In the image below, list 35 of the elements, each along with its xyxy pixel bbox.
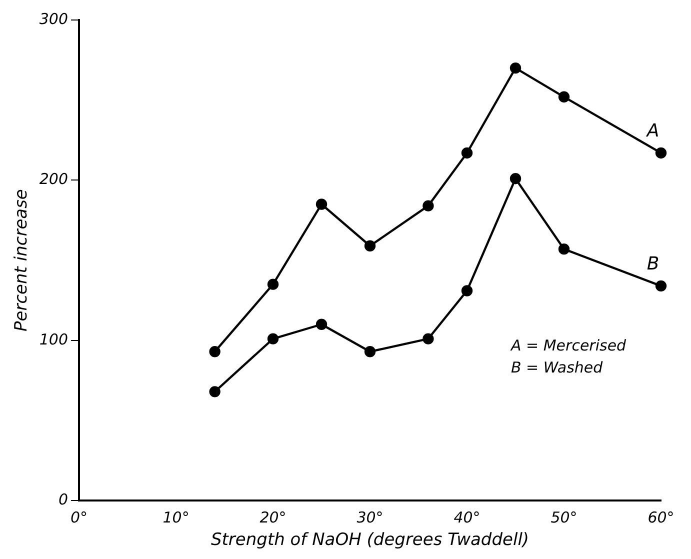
point <box>316 198 328 210</box>
point <box>655 147 667 159</box>
y-tick-label: 200 <box>39 170 68 188</box>
point <box>209 386 220 398</box>
y-tick-label: 300 <box>39 10 68 28</box>
point <box>558 91 570 102</box>
x-tick-label: 30° <box>356 508 384 526</box>
point <box>422 333 434 344</box>
x-tick-label: 10° <box>162 508 190 526</box>
point <box>655 280 667 292</box>
point <box>510 173 522 184</box>
y-axis-title: Percent increase <box>12 189 32 332</box>
point <box>316 318 328 330</box>
y-tick-label: 100 <box>39 330 68 348</box>
point <box>510 62 522 74</box>
series-label: B <box>646 254 660 275</box>
point <box>364 240 376 252</box>
point <box>267 278 279 290</box>
x-axis-title: Strength of NaOH (degrees Twaddell) <box>210 530 530 550</box>
point <box>267 333 279 344</box>
point <box>364 346 376 358</box>
series-label: A <box>646 120 660 142</box>
x-tick-label: 40° <box>454 508 480 526</box>
point <box>461 147 473 159</box>
point <box>558 243 570 255</box>
point <box>209 346 220 358</box>
point <box>422 200 434 212</box>
x-tick-label: 20° <box>260 508 286 526</box>
y-tick-label: 0 <box>58 490 68 508</box>
x-tick-label: 60° <box>648 508 674 526</box>
x-tick-label: 0° <box>70 508 88 526</box>
point <box>461 285 473 296</box>
x-tick-label: 50° <box>550 508 578 526</box>
annotation: B = Washed <box>511 358 604 377</box>
annotation: A = Mercerised <box>510 336 627 355</box>
